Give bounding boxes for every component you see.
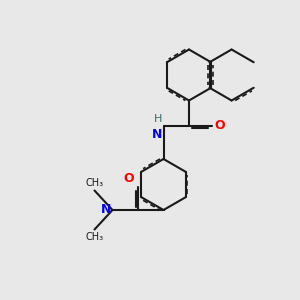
Text: O: O <box>214 119 224 133</box>
Text: CH₃: CH₃ <box>85 232 103 242</box>
Text: N: N <box>152 128 162 141</box>
Text: H: H <box>154 115 162 124</box>
Text: CH₃: CH₃ <box>85 178 103 188</box>
Text: N: N <box>100 203 111 217</box>
Text: O: O <box>124 172 134 185</box>
